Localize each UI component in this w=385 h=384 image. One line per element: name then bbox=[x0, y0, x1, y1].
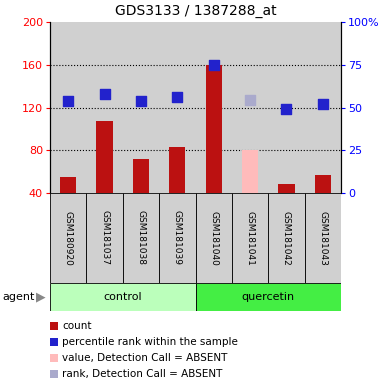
Text: percentile rank within the sample: percentile rank within the sample bbox=[62, 337, 238, 347]
Point bbox=[320, 101, 326, 108]
Text: GSM181041: GSM181041 bbox=[246, 210, 254, 265]
Point bbox=[247, 97, 253, 103]
Bar bbox=[159, 22, 196, 193]
Bar bbox=[50, 22, 86, 193]
Bar bbox=[169, 147, 186, 193]
Text: rank, Detection Call = ABSENT: rank, Detection Call = ABSENT bbox=[62, 369, 223, 379]
Text: value, Detection Call = ABSENT: value, Detection Call = ABSENT bbox=[62, 353, 228, 363]
Bar bbox=[278, 184, 295, 193]
Bar bbox=[86, 22, 123, 193]
Text: GSM181038: GSM181038 bbox=[136, 210, 146, 265]
Text: GSM180920: GSM180920 bbox=[64, 210, 73, 265]
Bar bbox=[50, 283, 196, 311]
Title: GDS3133 / 1387288_at: GDS3133 / 1387288_at bbox=[115, 4, 276, 18]
Text: count: count bbox=[62, 321, 92, 331]
Text: GSM181037: GSM181037 bbox=[100, 210, 109, 265]
Point bbox=[211, 62, 217, 68]
Text: agent: agent bbox=[2, 292, 34, 302]
Bar bbox=[123, 193, 159, 283]
Bar bbox=[196, 193, 232, 283]
Bar bbox=[242, 150, 258, 193]
Text: GSM181043: GSM181043 bbox=[318, 210, 327, 265]
Bar bbox=[60, 177, 76, 193]
Point bbox=[283, 106, 290, 112]
Text: GSM181039: GSM181039 bbox=[173, 210, 182, 265]
Bar bbox=[86, 193, 123, 283]
Point bbox=[174, 94, 181, 100]
Bar bbox=[232, 193, 268, 283]
Bar bbox=[268, 22, 305, 193]
Text: ▶: ▶ bbox=[36, 291, 46, 303]
Bar bbox=[268, 193, 305, 283]
Bar bbox=[315, 175, 331, 193]
Text: control: control bbox=[104, 292, 142, 302]
Bar bbox=[96, 121, 113, 193]
Bar bbox=[133, 159, 149, 193]
Bar bbox=[196, 283, 341, 311]
Bar bbox=[123, 22, 159, 193]
Bar bbox=[305, 193, 341, 283]
Text: quercetin: quercetin bbox=[242, 292, 295, 302]
Text: GSM181040: GSM181040 bbox=[209, 210, 218, 265]
Point bbox=[138, 98, 144, 104]
Text: GSM181042: GSM181042 bbox=[282, 211, 291, 265]
Bar bbox=[159, 193, 196, 283]
Bar bbox=[232, 22, 268, 193]
Bar bbox=[50, 193, 86, 283]
Point bbox=[65, 98, 71, 104]
Bar bbox=[206, 65, 222, 193]
Bar bbox=[196, 22, 232, 193]
Point bbox=[102, 91, 108, 97]
Bar bbox=[305, 22, 341, 193]
